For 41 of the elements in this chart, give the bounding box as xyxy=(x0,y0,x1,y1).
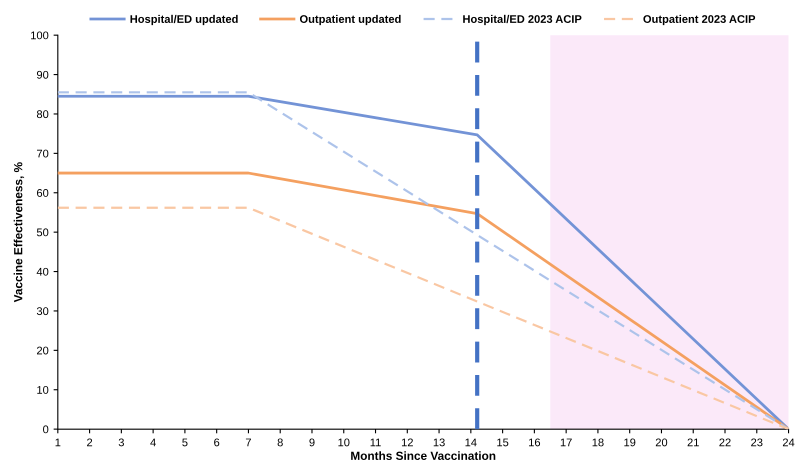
x-tick-label: 10 xyxy=(338,438,350,446)
x-tick-label: 20 xyxy=(656,438,668,446)
x-tick-label: 17 xyxy=(560,438,572,446)
x-axis-title: Months Since Vaccination xyxy=(351,451,496,460)
x-tick-label: 13 xyxy=(434,438,445,446)
x-tick-label: 2 xyxy=(87,438,92,446)
y-tick-label: 90 xyxy=(36,70,48,79)
y-tick-label: 100 xyxy=(31,31,48,40)
x-tick-label: 1 xyxy=(56,438,60,446)
y-axis-title: Vaccine Effectiveness, % xyxy=(14,162,24,302)
y-tick-label: 60 xyxy=(36,189,48,197)
y-tick-label: 0 xyxy=(43,425,48,434)
x-tick-label: 12 xyxy=(402,438,413,446)
legend-label: Outpatient updated xyxy=(300,14,401,26)
x-tick-label: 22 xyxy=(719,438,731,446)
y-tick-label: 70 xyxy=(37,150,48,158)
x-tick-label: 11 xyxy=(370,438,381,446)
x-tick-label: 19 xyxy=(624,438,636,446)
y-tick-label: 50 xyxy=(36,228,48,236)
x-tick-label: 18 xyxy=(592,438,604,446)
legend-label: Hospital/ED 2023 ACIP xyxy=(463,14,582,26)
x-tick-label: 3 xyxy=(118,438,124,446)
x-tick-label: 4 xyxy=(150,438,156,446)
x-tick-label: 6 xyxy=(214,438,220,446)
x-tick-label: 8 xyxy=(278,438,283,446)
x-tick-label: 16 xyxy=(529,438,540,446)
x-tick-label: 21 xyxy=(688,438,699,446)
y-tick-label: 30 xyxy=(36,307,48,316)
x-tick-label: 9 xyxy=(309,438,315,446)
y-tick-label: 80 xyxy=(36,110,48,118)
y-tick-label: 10 xyxy=(37,386,48,394)
x-tick-label: 15 xyxy=(497,438,508,446)
legend-label: Hospital/ED updated xyxy=(130,14,238,26)
x-tick-label: 5 xyxy=(182,438,188,446)
x-tick-label: 23 xyxy=(751,438,762,446)
x-tick-label: 7 xyxy=(246,438,251,446)
x-tick-label: 14 xyxy=(466,438,477,446)
y-tick-label: 40 xyxy=(36,268,48,276)
legend-label: Outpatient 2023 ACIP xyxy=(643,14,756,26)
x-tick-label: 24 xyxy=(782,438,794,446)
y-tick-label: 20 xyxy=(36,346,48,354)
